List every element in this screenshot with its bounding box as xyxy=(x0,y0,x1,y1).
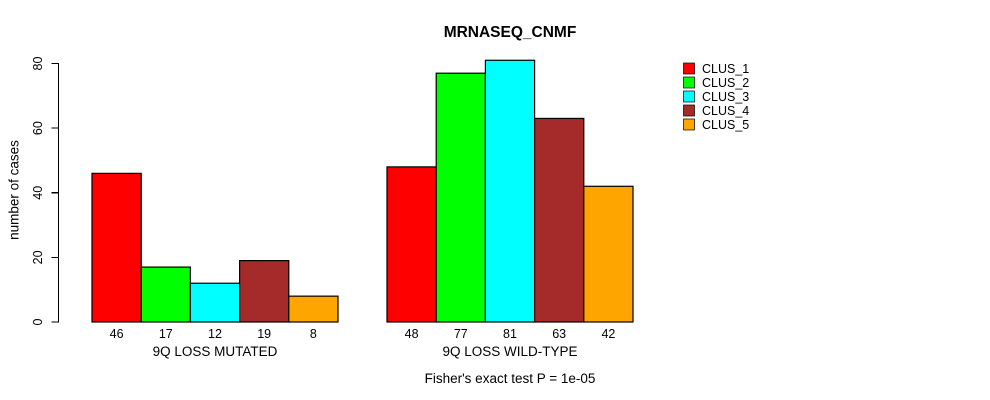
y-tick-label: 80 xyxy=(31,57,45,71)
y-axis-label: number of cases xyxy=(6,140,22,240)
legend-swatch-clus_5 xyxy=(683,118,695,131)
bar-value-label: 63 xyxy=(552,327,566,341)
legend-label: CLUS_4 xyxy=(702,104,749,118)
bar-value-label: 42 xyxy=(601,327,615,341)
bar-clus_1 xyxy=(91,172,142,323)
legend-label: CLUS_1 xyxy=(702,62,749,76)
y-tick-label: 0 xyxy=(31,318,45,325)
legend-swatch-clus_4 xyxy=(683,104,695,117)
y-tick-label: 20 xyxy=(31,250,45,264)
bar-value-label: 81 xyxy=(503,327,517,341)
legend-swatch-clus_3 xyxy=(683,90,695,103)
legend-swatch-clus_1 xyxy=(683,62,695,75)
y-tick-label: 40 xyxy=(31,186,45,200)
annotation-text: Fisher's exact test P = 1e-05 xyxy=(424,371,596,386)
bar-value-label: 46 xyxy=(110,327,124,341)
bar-clus_5 xyxy=(583,185,634,323)
y-tick-label: 60 xyxy=(31,121,45,135)
bar-value-label: 12 xyxy=(208,327,222,341)
bar-clus_3 xyxy=(484,59,536,323)
bar-clus_1 xyxy=(386,166,437,323)
group-label: 9Q LOSS MUTATED xyxy=(153,344,278,359)
chart-title: MRNASEQ_CNMF xyxy=(443,24,577,41)
bar-value-label: 77 xyxy=(454,327,468,341)
bar-value-label: 19 xyxy=(257,327,271,341)
bar-clus_2 xyxy=(435,72,487,323)
legend-label: CLUS_2 xyxy=(702,76,749,90)
bar-value-label: 17 xyxy=(159,327,173,341)
bar-clus_4 xyxy=(239,260,290,323)
bar-clus_3 xyxy=(189,282,241,323)
bar-clus_4 xyxy=(533,117,585,323)
legend-label: CLUS_3 xyxy=(702,90,749,104)
group-label: 9Q LOSS WILD-TYPE xyxy=(442,344,577,359)
legend-label: CLUS_5 xyxy=(702,118,749,132)
bar-value-label: 48 xyxy=(405,327,419,341)
bar-clus_5 xyxy=(288,295,339,323)
bar-clus_2 xyxy=(140,266,191,323)
legend-swatch-clus_2 xyxy=(683,76,695,89)
bar-value-label: 8 xyxy=(310,327,317,341)
